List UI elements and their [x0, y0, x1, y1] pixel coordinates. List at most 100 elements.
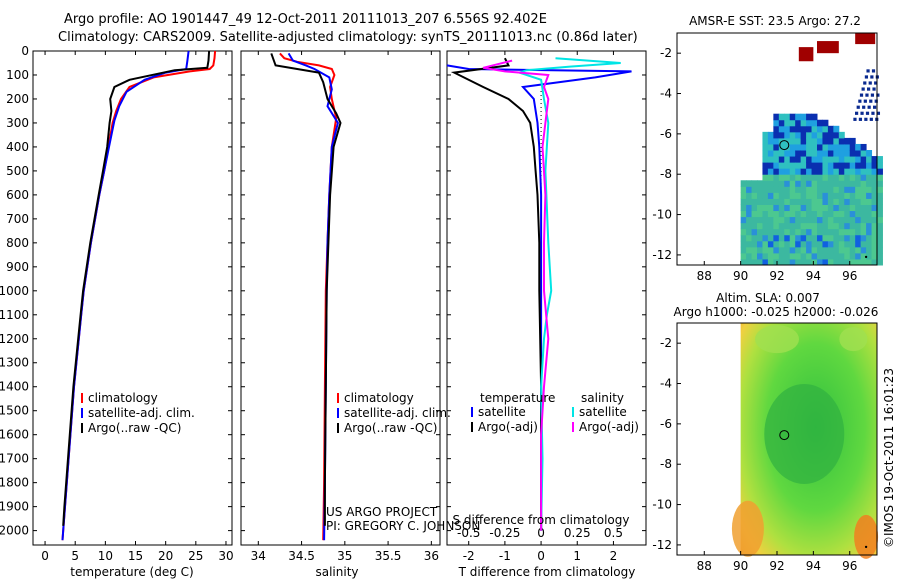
sst-cell [811, 113, 818, 121]
y-tick-label: 1400 [0, 380, 29, 394]
sst-cell [877, 240, 883, 248]
sst-cell [811, 222, 818, 230]
y-tick-label: 100 [6, 68, 29, 82]
sst-cell [762, 216, 769, 224]
sst-cell [871, 69, 876, 73]
sst-cell [838, 222, 845, 230]
sst-cell [773, 131, 780, 139]
sst-cell [740, 216, 747, 224]
sst-cell [784, 258, 791, 266]
sst-cell [751, 222, 758, 230]
sst-cell [789, 246, 796, 254]
sst-cell [811, 210, 818, 218]
sst-cell [811, 258, 818, 266]
sst-cell [767, 240, 774, 248]
sst-cell [833, 204, 840, 212]
sst-cell [817, 186, 823, 193]
map-x-tick-label: 94 [806, 269, 821, 283]
s-tick-label: -0.25 [489, 526, 520, 540]
sst-cell [773, 258, 780, 266]
sst-cell [784, 216, 791, 224]
sst-cell [871, 222, 878, 230]
sst-cell [822, 228, 829, 236]
y-tick-label: 600 [6, 188, 29, 202]
sst-cell [866, 246, 873, 254]
sst-cell [778, 156, 785, 163]
sst-cell [873, 105, 877, 109]
sst-cell [751, 204, 758, 212]
sst-cell [827, 222, 834, 230]
sst-cell [838, 228, 845, 236]
y-tick-label: 1300 [0, 356, 29, 370]
sst-cell [811, 168, 818, 175]
sst-cell [866, 252, 873, 260]
sst-cell [773, 216, 780, 224]
sst-cell [767, 234, 774, 242]
y-tick-label: 500 [6, 164, 29, 178]
map-x-tick-label: 90 [733, 559, 748, 573]
sst-cell [773, 113, 780, 121]
sst-cell [849, 240, 856, 248]
sst-cell [855, 156, 862, 163]
sst-cell [817, 150, 823, 157]
sst-cell [817, 252, 823, 260]
sst-cell [767, 180, 774, 187]
sst-cell [877, 228, 883, 236]
s-tick-label: 0 [537, 526, 545, 540]
sst-cell [827, 150, 834, 157]
sst-cell [822, 216, 829, 224]
sst-cell [740, 234, 747, 242]
map-y-tick-label: -4 [660, 377, 672, 391]
sst-cell [822, 234, 829, 242]
sst-cell [877, 246, 883, 254]
sst-cell [800, 216, 807, 224]
sst-cell [866, 156, 873, 163]
sst-cell [822, 143, 829, 151]
sst-cell [767, 198, 774, 205]
sst-cell [817, 137, 823, 145]
sst-cell [833, 156, 840, 163]
legend-label: Argo(-adj) [478, 420, 538, 434]
sst-cell [795, 258, 802, 266]
sst-cell [871, 111, 875, 115]
y-tick-label: 1700 [0, 452, 29, 466]
sst-cell [861, 87, 865, 91]
sst-cell [860, 180, 867, 187]
sst-cell [751, 192, 758, 199]
sla-patch [839, 327, 868, 352]
sst-cell [811, 240, 818, 248]
sst-cell [874, 99, 878, 103]
sst-cell [870, 93, 875, 97]
sst-cell [811, 216, 818, 224]
sst-cell [860, 210, 867, 218]
sst-cell [849, 192, 856, 199]
sst-cell [844, 252, 851, 260]
sst-cell [751, 240, 758, 248]
sst-cell [817, 125, 823, 133]
sst-cell [865, 93, 869, 97]
sst-cell [751, 228, 758, 236]
map-dot [864, 545, 868, 549]
sst-cell [778, 162, 785, 169]
sst-cell [806, 143, 813, 151]
sst-cell [767, 228, 774, 236]
sst-cell [860, 162, 867, 169]
sst-cell [864, 117, 868, 121]
legend-label: Argo(..raw -QC) [88, 421, 181, 435]
sst-cell [789, 222, 796, 230]
sst-cell [860, 186, 867, 193]
sst-cell [795, 222, 802, 230]
sst-cell-warm [817, 41, 839, 54]
sst-cell [849, 156, 856, 163]
sst-cell [811, 186, 818, 193]
sst-cell [762, 258, 769, 266]
sst-cell [833, 198, 840, 205]
sst-cell [778, 258, 785, 266]
sst-cell [860, 174, 867, 181]
sst-cell [866, 150, 873, 157]
sst-cell [746, 228, 753, 236]
x-tick-label: 2 [610, 549, 618, 563]
legend-label: climatology [344, 391, 414, 405]
sst-cell [858, 99, 862, 103]
sst-cell [838, 137, 845, 145]
